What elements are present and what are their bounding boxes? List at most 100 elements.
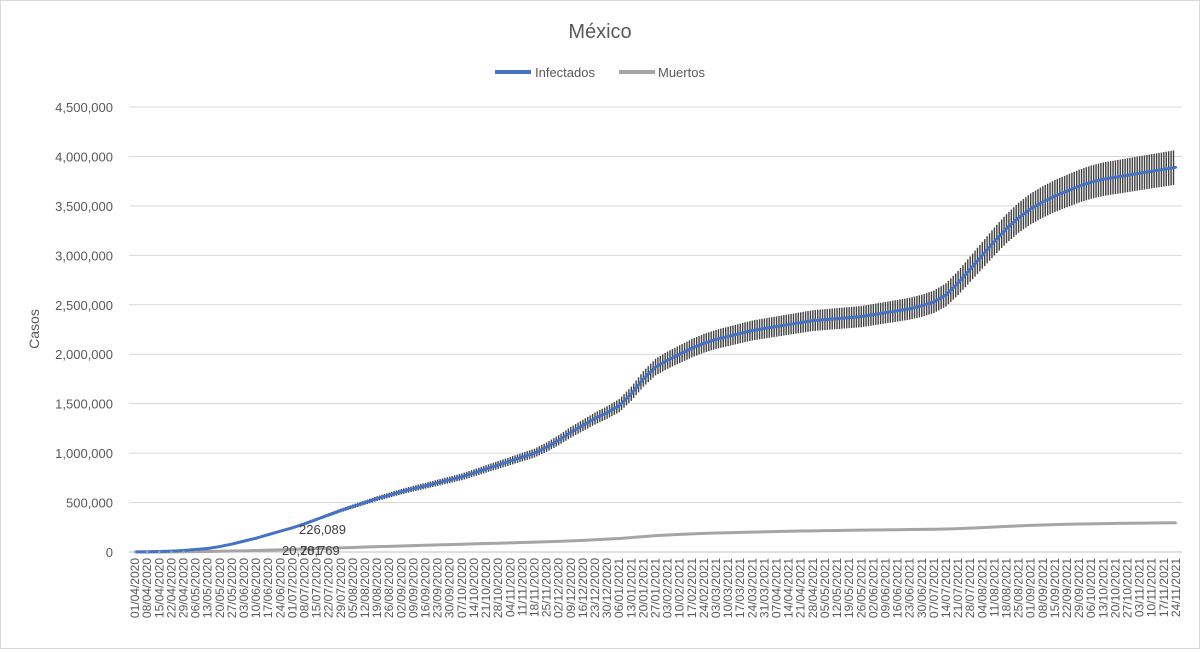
data-point	[884, 528, 887, 532]
data-label-infectados: 226,089	[299, 522, 346, 537]
x-tick-label: 23/09/2020	[431, 558, 445, 618]
data-point	[484, 542, 488, 545]
data-point	[702, 342, 706, 345]
points-muertos	[133, 521, 1178, 554]
data-label-muertos: 20,781	[282, 543, 322, 558]
data-point	[412, 487, 415, 490]
data-point	[509, 459, 512, 463]
data-point	[448, 478, 451, 482]
data-point	[714, 338, 718, 341]
data-point	[339, 546, 343, 550]
data-point	[545, 540, 548, 543]
y-tick-label: 2,500,000	[55, 298, 113, 313]
data-point	[569, 539, 572, 543]
data-point	[981, 526, 984, 529]
data-point	[968, 526, 972, 530]
data-point	[1102, 177, 1105, 181]
data-point	[145, 550, 149, 554]
data-point	[242, 549, 246, 553]
data-point	[351, 546, 355, 549]
x-tick-label: 11/08/2021	[987, 558, 1001, 617]
chart-title: México	[568, 21, 631, 43]
data-point	[303, 547, 306, 551]
x-tick-label: 20/05/2020	[213, 558, 227, 618]
x-tick-label: 13/05/2020	[201, 558, 215, 618]
x-tick-label: 02/06/2021	[866, 558, 880, 618]
data-point	[569, 431, 572, 434]
data-point	[1090, 180, 1093, 184]
data-point	[617, 537, 621, 540]
data-point	[847, 529, 851, 532]
x-tick-label: 28/10/2020	[491, 558, 505, 618]
x-tick-label: 17/11/2021	[1157, 558, 1171, 617]
y-tick-label: 1,000,000	[55, 446, 113, 461]
x-tick-label: 10/06/2020	[249, 558, 263, 618]
data-point	[230, 549, 234, 553]
legend-label-muertos: Muertos	[658, 65, 705, 80]
data-point	[327, 547, 330, 550]
data-point	[1126, 522, 1129, 525]
x-tick-label: 19/05/2021	[842, 558, 856, 618]
data-point	[375, 497, 379, 500]
x-tick-label: 25/11/2020	[540, 558, 554, 617]
data-point	[1114, 522, 1117, 525]
data-point	[1077, 522, 1081, 526]
x-tick-label: 12/08/2020	[358, 558, 372, 618]
x-tick-label: 16/09/2020	[419, 558, 433, 618]
y-tick-label: 0	[106, 545, 113, 560]
data-point	[472, 542, 476, 546]
data-point	[1162, 521, 1166, 525]
data-point	[1126, 174, 1129, 177]
x-tick-label: 23/06/2021	[903, 558, 917, 618]
data-point	[860, 315, 863, 318]
data-point	[642, 377, 645, 381]
data-point	[993, 525, 996, 529]
x-tick-label: 14/10/2020	[467, 558, 481, 618]
data-point	[630, 536, 633, 539]
data-point	[206, 547, 209, 550]
x-tick-label: 07/10/2020	[455, 558, 469, 618]
data-point	[1090, 522, 1093, 526]
data-point	[617, 404, 621, 407]
points-infectados	[133, 166, 1178, 554]
data-point	[654, 534, 657, 537]
y-tick-label: 3,500,000	[55, 199, 113, 214]
x-tick-label: 03/03/2021	[709, 558, 723, 618]
data-point	[605, 537, 609, 541]
data-point	[533, 540, 536, 544]
data-point	[460, 475, 464, 479]
data-point	[1162, 168, 1166, 171]
data-point	[593, 538, 597, 541]
data-point	[726, 531, 730, 534]
data-point	[920, 304, 923, 307]
x-tick-label: 10/02/2021	[673, 558, 687, 618]
x-tick-label: 30/09/2020	[443, 558, 457, 618]
data-point	[739, 531, 742, 534]
x-tick-label: 09/12/2020	[564, 558, 578, 618]
data-point	[533, 451, 536, 455]
series-layer	[133, 150, 1178, 554]
data-point	[714, 531, 718, 535]
data-point	[424, 544, 427, 547]
data-point	[1150, 170, 1153, 173]
data-point	[206, 550, 209, 553]
data-point	[557, 540, 560, 543]
data-point	[158, 550, 161, 554]
data-point	[1102, 522, 1105, 525]
data-point	[908, 528, 911, 531]
data-point	[133, 550, 137, 554]
data-point	[194, 550, 197, 553]
x-tick-label: 18/11/2020	[527, 558, 541, 617]
x-tick-label: 19/08/2020	[370, 558, 384, 618]
data-point	[1065, 189, 1069, 193]
data-point	[932, 300, 936, 304]
x-tick-label: 22/04/2020	[164, 558, 178, 618]
x-tick-label: 31/03/2021	[757, 558, 771, 618]
x-tick-label: 15/04/2020	[152, 558, 166, 618]
x-tick-label: 22/09/2021	[1060, 558, 1074, 618]
data-point	[944, 527, 948, 531]
data-point	[823, 318, 827, 321]
data-point	[375, 545, 379, 548]
legend: Infectados Muertos	[495, 65, 705, 80]
